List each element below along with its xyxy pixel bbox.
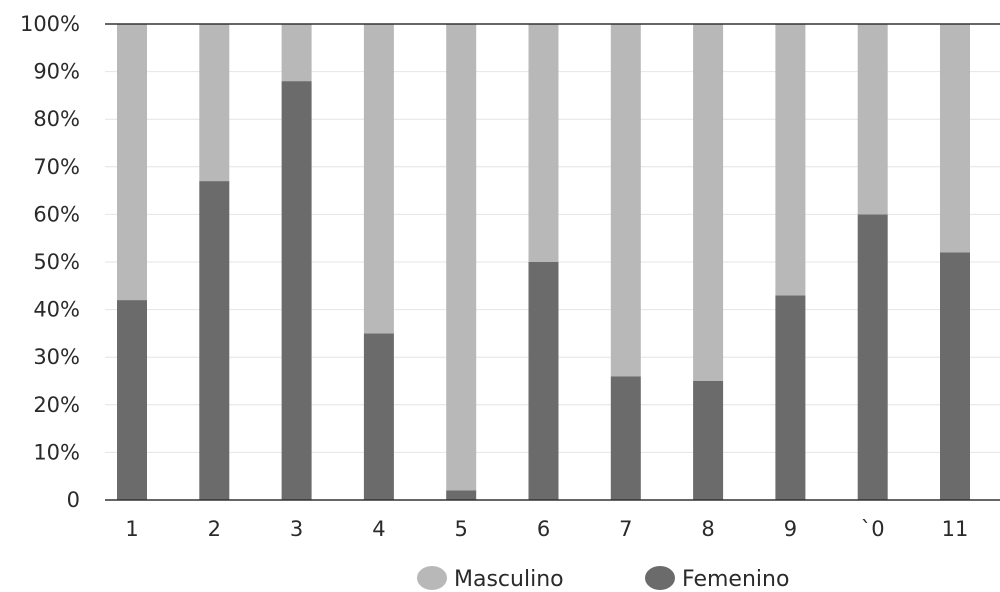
- legend-swatch-femenino: [645, 566, 675, 590]
- y-tick-label: 30%: [33, 345, 80, 369]
- bar-segment-femenino: [858, 214, 888, 500]
- y-tick-label: 70%: [33, 155, 80, 179]
- x-tick-label: 11: [942, 517, 969, 541]
- bar-segment-masculino: [611, 24, 641, 376]
- x-tick-label: 8: [701, 517, 714, 541]
- bar-segment-femenino: [529, 262, 559, 500]
- bar-segment-femenino: [199, 181, 229, 500]
- bar-segment-femenino: [611, 376, 641, 500]
- x-tick-labels: 1 2 3 4 5 6 7 8 9 `0 11: [125, 517, 968, 541]
- x-tick-label: 1: [125, 517, 138, 541]
- x-tick-label: 7: [619, 517, 632, 541]
- bar-segment-masculino: [117, 24, 147, 300]
- bar-segment-femenino: [282, 81, 312, 500]
- bar-segment-masculino: [775, 24, 805, 295]
- bar-segment-femenino: [117, 300, 147, 500]
- bar-segment-femenino: [775, 295, 805, 500]
- bar-segment-masculino: [940, 24, 970, 252]
- y-tick-label: 10%: [33, 440, 80, 464]
- x-tick-label: 5: [455, 517, 468, 541]
- bar-segment-masculino: [529, 24, 559, 262]
- bar-segment-masculino: [693, 24, 723, 381]
- y-tick-label: 90%: [33, 60, 80, 84]
- y-tick-label: 20%: [33, 393, 80, 417]
- legend-swatch-masculino: [417, 566, 447, 590]
- y-tick-label: 40%: [33, 298, 80, 322]
- bar-segment-masculino: [858, 24, 888, 214]
- y-tick-label: 80%: [33, 107, 80, 131]
- legend-label-masculino: Masculino: [454, 567, 564, 592]
- y-tick-label: 0: [67, 488, 80, 512]
- y-tick-label: 60%: [33, 202, 80, 226]
- x-tick-label: 4: [372, 517, 385, 541]
- bar-segment-masculino: [364, 24, 394, 333]
- y-tick-labels: 0 10% 20% 30% 40% 50% 60% 70% 80% 90% 100%: [20, 12, 80, 512]
- bar-segment-masculino: [282, 24, 312, 81]
- bar-segment-femenino: [940, 252, 970, 500]
- x-tick-label: `0: [861, 517, 885, 541]
- bar-segment-femenino: [446, 490, 476, 500]
- bar-segment-femenino: [364, 333, 394, 500]
- bar-segment-femenino: [693, 381, 723, 500]
- bar-segment-masculino: [446, 24, 476, 490]
- x-tick-label: 9: [784, 517, 797, 541]
- bar-segment-masculino: [199, 24, 229, 181]
- x-tick-label: 2: [208, 517, 221, 541]
- legend-label-femenino: Femenino: [682, 567, 789, 592]
- x-tick-label: 6: [537, 517, 550, 541]
- y-tick-label: 50%: [33, 250, 80, 274]
- legend: Masculino Femenino: [417, 566, 789, 592]
- y-tick-label: 100%: [20, 12, 80, 36]
- x-tick-label: 3: [290, 517, 303, 541]
